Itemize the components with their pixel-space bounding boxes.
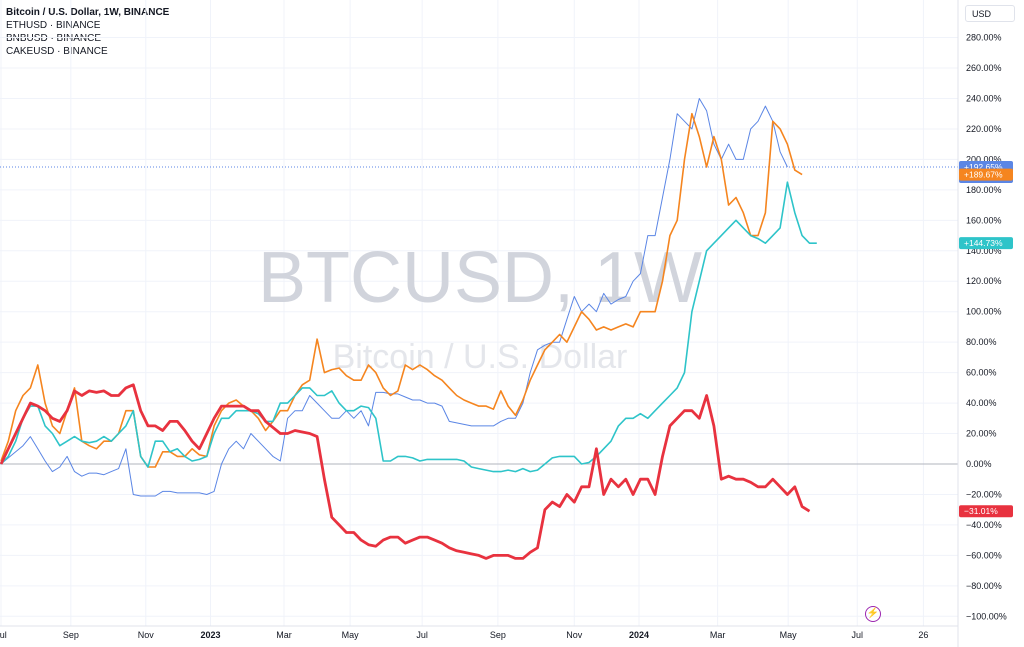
- watermark-symbol: BTCUSD, 1W: [258, 238, 702, 318]
- legend-item-ethusd[interactable]: ETHUSD · BINANCE: [6, 20, 101, 31]
- x-tick-label: Jul: [0, 630, 7, 640]
- badge-bnb: [959, 237, 1013, 250]
- legend-main-symbol[interactable]: Bitcoin / U.S. Dollar, 1W, BINANCE: [6, 7, 170, 18]
- legend-item-cakeusd[interactable]: CAKEUSD · BINANCE: [6, 46, 108, 57]
- x-tick-label: Mar: [276, 630, 292, 640]
- badge-eth: [959, 168, 1013, 181]
- y-tick-label: 120.00%: [966, 276, 1002, 286]
- chart-legend: Bitcoin / U.S. Dollar, 1W, BINANCE ETHUS…: [6, 6, 169, 58]
- x-tick-label: Nov: [138, 630, 155, 640]
- x-tick-label: Mar: [710, 630, 726, 640]
- watermark-name: Bitcoin / U.S. Dollar: [333, 338, 628, 376]
- y-tick-label: 160.00%: [966, 215, 1002, 225]
- x-tick-label: May: [342, 630, 360, 640]
- y-tick-label: 0.00%: [966, 459, 992, 469]
- x-tick-label: 2023: [200, 630, 220, 640]
- x-tick-label: Jul: [416, 630, 428, 640]
- series-line-bnb[interactable]: [0, 181, 817, 473]
- x-tick-label: Nov: [566, 630, 583, 640]
- badge-btc-value: +192.65%: [964, 162, 1003, 172]
- y-tick-label: 140.00%: [966, 246, 1002, 256]
- y-tick-label: 280.00%: [966, 33, 1002, 43]
- x-tick-label: May: [780, 630, 798, 640]
- legend-item-bnbusd[interactable]: BNBUSD · BINANCE: [6, 33, 102, 44]
- y-tick-label: −100.00%: [966, 611, 1007, 621]
- y-tick-label: −20.00%: [966, 489, 1002, 499]
- badge-eth-value: +189.67%: [964, 170, 1003, 180]
- y-tick-label: −40.00%: [966, 520, 1002, 530]
- x-tick-label: 2024: [629, 630, 649, 640]
- y-tick-label: 100.00%: [966, 307, 1002, 317]
- currency-selector[interactable]: USD: [965, 5, 1015, 22]
- x-tick-label: Sep: [490, 630, 506, 640]
- y-tick-label: −80.00%: [966, 581, 1002, 591]
- y-tick-label: 240.00%: [966, 93, 1002, 103]
- y-tick-label: 40.00%: [966, 398, 997, 408]
- y-tick-label: 260.00%: [966, 63, 1002, 73]
- badge-bnb-value: +144.73%: [964, 238, 1003, 248]
- badge-cake-value: −31.01%: [964, 506, 998, 516]
- y-tick-label: 180.00%: [966, 185, 1002, 195]
- y-tick-label: 20.00%: [966, 429, 997, 439]
- y-tick-label: −60.00%: [966, 550, 1002, 560]
- y-tick-label: 220.00%: [966, 124, 1002, 134]
- x-tick-label: 26: [918, 630, 928, 640]
- y-tick-label: 200.00%: [966, 154, 1002, 164]
- x-tick-label: Jul: [852, 630, 864, 640]
- x-tick-label: Sep: [63, 630, 79, 640]
- series-line-cake[interactable]: [0, 383, 811, 560]
- lightning-icon[interactable]: ⚡: [865, 606, 881, 622]
- badge-cake: [959, 505, 1013, 518]
- y-tick-label: 80.00%: [966, 337, 997, 347]
- y-tick-label: 60.00%: [966, 368, 997, 378]
